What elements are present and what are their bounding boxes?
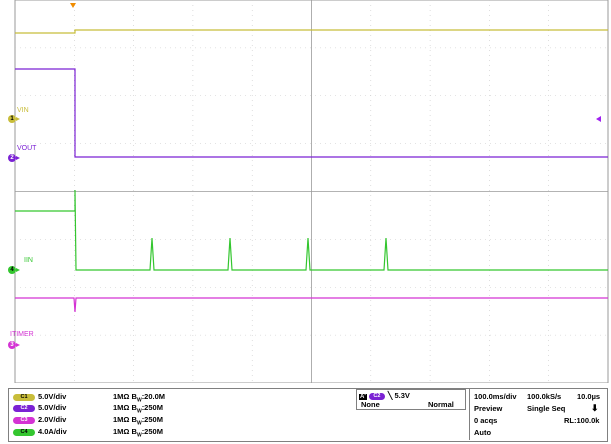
ch3-arrow-icon (16, 343, 20, 347)
ch4-readout[interactable]: C4 4.0A/div (13, 427, 67, 436)
ch1-bw-sub: W (136, 397, 142, 404)
ch3-bw-readout: 1MΩ BW:250M (113, 415, 163, 427)
trigger-mode: Normal (428, 400, 454, 409)
trigger-coupling: None (361, 400, 380, 409)
ch3-readout[interactable]: C3 2.0V/div (13, 415, 66, 424)
ch2-arrow-icon (16, 156, 20, 160)
ch2-trace-label: VOUT (17, 145, 37, 152)
timebase-scale: 100.0ms/div (474, 392, 517, 401)
ch3-ground-marker[interactable]: 3 (8, 341, 16, 349)
resolution: 10.0µs (577, 392, 601, 401)
ch2-bw-prefix: B (131, 403, 137, 412)
acquisition-mode: Single Seq (527, 404, 566, 413)
ch3-scale: 2.0V/div (38, 415, 67, 424)
acquisition-state: Preview (474, 404, 503, 413)
auto-label: Auto (474, 428, 492, 437)
ch3-bw-prefix: B (131, 415, 137, 424)
ch2-bw-sub: W (136, 408, 142, 415)
ch4-ground-marker[interactable]: 4 (8, 266, 16, 274)
ch3-coupling: 1MΩ (113, 415, 130, 424)
trigger-level: 5.3V (394, 391, 410, 400)
ch1-trace (15, 29, 608, 34)
trigger-source-row: A' C2 ╲ 5.3V (359, 391, 410, 400)
ch4-bw-sub: W (136, 432, 142, 439)
ch2-readout[interactable]: C2 5.0V/div (13, 403, 66, 412)
trigger-position-marker[interactable] (70, 3, 76, 8)
ch4-bw-prefix: B (131, 427, 137, 436)
ch4-bw-value: :250M (141, 427, 163, 436)
ch4-badge: C4 (13, 428, 35, 436)
ch1-bw-prefix: B (131, 392, 137, 401)
ch1-trace-label: VIN (17, 107, 29, 114)
ch4-trace-label: IIN (24, 257, 33, 264)
trigger-source-badge: C2 (368, 392, 385, 400)
ch3-bw-sub: W (136, 420, 142, 427)
trigger-prefix: A' (359, 394, 367, 400)
trigger-readout[interactable] (356, 389, 466, 410)
acquisition-count: 0 acqs (474, 416, 498, 425)
ch2-ground-marker[interactable]: 2 (8, 154, 16, 162)
trigger-slope-icon: ╲ (387, 391, 393, 400)
ch1-arrow-icon (16, 117, 20, 121)
ch1-coupling: 1MΩ (113, 392, 130, 401)
record-length: RL:100.0k (564, 416, 600, 425)
ch4-bw-readout: 1MΩ BW:250M (113, 427, 163, 439)
waveform-canvas (14, 0, 609, 383)
ch3-trace-label: ITIMER (10, 331, 34, 338)
ch3-bw-value: :250M (141, 415, 163, 424)
readout-panel: C1 5.0V/div 1MΩ BW:20.0M C2 5.0V/div 1MΩ B… (0, 383, 611, 444)
ch2-bw-value: :250M (141, 403, 163, 412)
ch3-badge: C3 (13, 416, 35, 424)
ch4-arrow-icon (16, 268, 20, 272)
ch2-badge: C2 (13, 404, 35, 412)
waveform-display[interactable]: VIN 1 VOUT 2 IIN 4 ITIMER 3 (0, 0, 611, 383)
ch4-coupling: 1MΩ (113, 427, 130, 436)
ch1-readout[interactable]: C1 5.0V/div (13, 392, 66, 401)
ch2-scale: 5.0V/div (38, 403, 67, 412)
sample-rate: 100.0kS/s (527, 392, 562, 401)
ch1-bw-value: :20.0M (141, 392, 166, 401)
ch2-bw-readout: 1MΩ BW:250M (113, 403, 163, 415)
run-stop-arrow-icon[interactable]: ⬇ (591, 403, 599, 413)
ch1-scale: 5.0V/div (38, 392, 67, 401)
ch4-scale: 4.0A/div (38, 427, 67, 436)
ch2-trace (15, 68, 608, 158)
trigger-level-marker[interactable] (596, 116, 601, 122)
ch1-badge: C1 (13, 393, 35, 401)
ch2-coupling: 1MΩ (113, 403, 130, 412)
readout-frame (8, 388, 608, 442)
ch3-trace (15, 297, 608, 313)
ch4-trace (15, 189, 608, 271)
ch1-ground-marker[interactable]: 1 (8, 115, 16, 123)
timebase-readout[interactable] (469, 388, 607, 440)
ch1-bw-readout: 1MΩ BW:20.0M (113, 392, 166, 404)
